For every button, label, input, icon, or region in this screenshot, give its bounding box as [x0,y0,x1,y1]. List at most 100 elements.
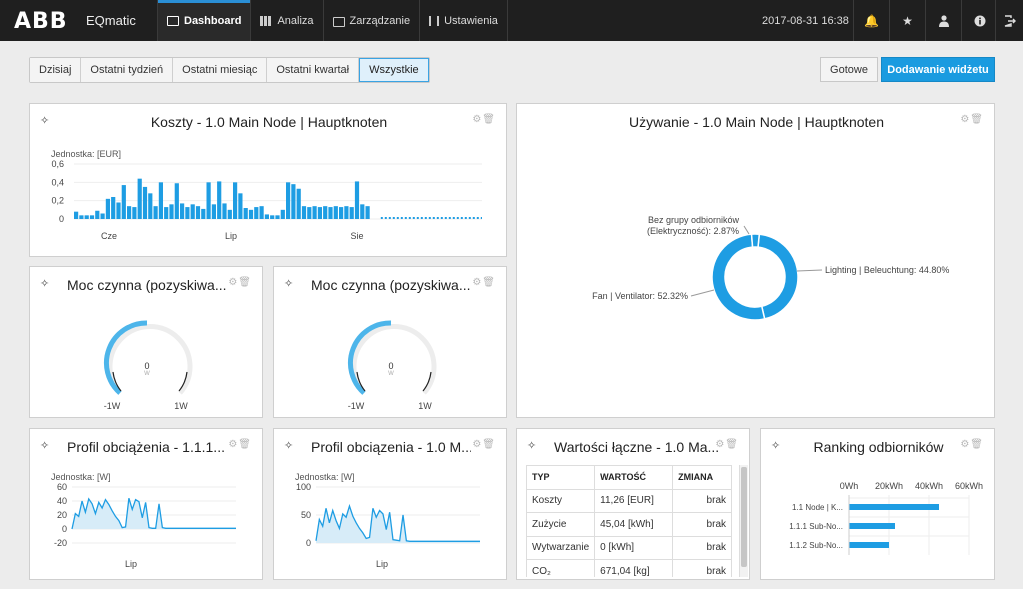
column-header: WARTOŚĆ [594,465,674,490]
cost-bar [127,206,132,219]
x-tick-label: Lip [376,559,388,569]
cost-bar [79,215,84,219]
cost-bar [158,182,163,219]
widget-title: Moc czynna (pozyskiwa... [67,277,227,293]
widget-settings-icon[interactable]: ⚙🗑 [960,114,984,125]
cost-bar [339,207,344,219]
cost-bar [233,182,238,219]
bell-icon[interactable]: 🔔 [853,0,889,41]
power-gauge: 0 W -1W 1W [348,320,437,411]
totals-widget: ✧ Wartości łączne - 1.0 Ma... ⚙🗑 TYP WAR… [516,428,750,580]
column-header: TYP [526,465,596,490]
range-last-week[interactable]: Ostatni tydzień [81,58,174,82]
add-widget-button[interactable]: Dodawanie widżetu [881,57,995,82]
cost-bar [259,206,264,219]
cell-value: 45,04 [kWh] [594,512,674,537]
ranking-widget: ✧ Ranking odbiorników ⚙🗑 0Wh 20kWh 40kWh 60… [760,428,995,580]
current-datetime: 2017-08-31 16:38 [762,15,849,27]
cost-bar [211,204,216,219]
x-tick-label: Lip [225,231,237,241]
slice-label: Lighting | Beleuchtung: 44.80% [825,265,949,275]
nav-analiza[interactable]: Analiza [250,0,322,41]
usage-widget: Używanie - 1.0 Main Node | Hauptknoten ⚙… [516,103,995,418]
cost-bar [142,186,148,219]
widget-settings-icon[interactable]: ⚙🗑 [715,439,739,450]
abb-logo[interactable]: ABB [14,9,68,34]
star-icon[interactable]: ★ [889,0,925,41]
label-leader [796,269,823,272]
logout-icon[interactable] [995,0,1023,41]
scrollbar-thumb[interactable] [741,467,747,567]
cost-bar [354,181,360,219]
gauge-unit: W [144,371,150,377]
time-range-selector: Dzisiaj Ostatni tydzień Ostatni miesiąc … [29,57,430,83]
cost-bar [217,181,222,219]
costs-bar-chart: 0,6 0,4 0,2 0 Cze Lip Sie [51,159,482,241]
y-tick-label: 0 [306,538,311,548]
widget-settings-icon[interactable]: ⚙🗑 [960,439,984,450]
gauge-max: 1W [174,401,188,411]
lightning-icon: ✧ [40,278,50,290]
y-tick-label: 40 [57,496,67,506]
widget-settings-icon[interactable]: ⚙🗑 [472,439,496,450]
cost-bar [360,204,365,219]
table-scrollbar[interactable] [739,465,748,577]
nav-dashboard[interactable]: Dashboard [157,0,251,41]
user-icon[interactable] [925,0,961,41]
totals-table-container: TYP WARTOŚĆ ZMIANA Koszty 11,26 [EUR] br… [526,465,732,577]
y-tick-label: 100 [296,482,311,492]
sliders-icon [429,15,440,26]
cost-bar [317,207,322,219]
range-today[interactable]: Dzisiaj [30,58,82,82]
cell-type: Wytwarzanie [526,535,596,560]
y-tick-label: 0 [59,214,64,224]
cost-bar [206,182,211,219]
series-line [71,497,236,530]
widget-title: Moc czynna (pozyskiwa... [311,277,471,293]
cost-bar [296,188,301,219]
gauge-unit: W [388,371,394,377]
cost-bar [132,207,137,219]
totals-table: TYP WARTOŚĆ ZMIANA Koszty 11,26 [EUR] br… [526,465,732,577]
done-button[interactable]: Gotowe [820,57,878,82]
cost-bar [270,215,275,219]
x-tick-label: 60kWh [955,481,983,491]
y-tick-label: -20 [54,538,67,548]
range-last-quarter[interactable]: Ostatni kwartał [267,58,360,82]
usage-donut-chart: Lighting | Beleuchtung: 44.80% Fan | Vent… [592,215,949,321]
gauge-value: 0 [144,361,149,371]
column-header: ZMIANA [672,465,732,490]
x-tick-label: Lip [125,559,137,569]
costs-widget: ✧ Koszty - 1.0 Main Node | Hauptknoten ⚙… [29,103,507,257]
cost-bar [307,207,312,219]
nav-zarzadzanie[interactable]: Zarządzanie [322,0,420,41]
nav-ustawienia[interactable]: Ustawienia [419,0,508,41]
gauge-value: 0 [388,361,393,371]
range-last-month[interactable]: Ostatni miesiąc [173,58,268,82]
category-label: 1.1.1 Sub-No... [789,522,843,531]
load-profile-chart: 60 40 20 0 -20 Lip [54,482,236,569]
lightning-icon: ✧ [284,440,294,452]
cell-change: brak [672,559,732,577]
widget-settings-icon[interactable]: ⚙🗑 [472,277,496,288]
label-leader [743,225,750,235]
lightning-icon: ✧ [771,440,781,452]
cost-bar [180,203,185,219]
info-icon[interactable] [961,0,997,41]
cost-bar [190,204,195,219]
cost-bar [275,215,280,219]
ranking-bar [849,542,889,548]
chart-unit: Jednostka: [EUR] [51,149,122,159]
cost-bar [164,207,169,219]
cost-bar [222,203,227,219]
lightning-icon: ✧ [40,115,50,127]
cost-bar [84,215,89,219]
cost-bar [74,211,79,219]
cell-change: brak [672,512,732,537]
widget-settings-icon[interactable]: ⚙🗑 [228,439,252,450]
slice-label: Bez grupy odbiorników [648,215,740,225]
widget-settings-icon[interactable]: ⚙🗑 [472,114,496,125]
widget-settings-icon[interactable]: ⚙🗑 [228,277,252,288]
chart-unit: Jednostka: [W] [295,472,355,482]
range-all[interactable]: Wszystkie [359,58,429,82]
